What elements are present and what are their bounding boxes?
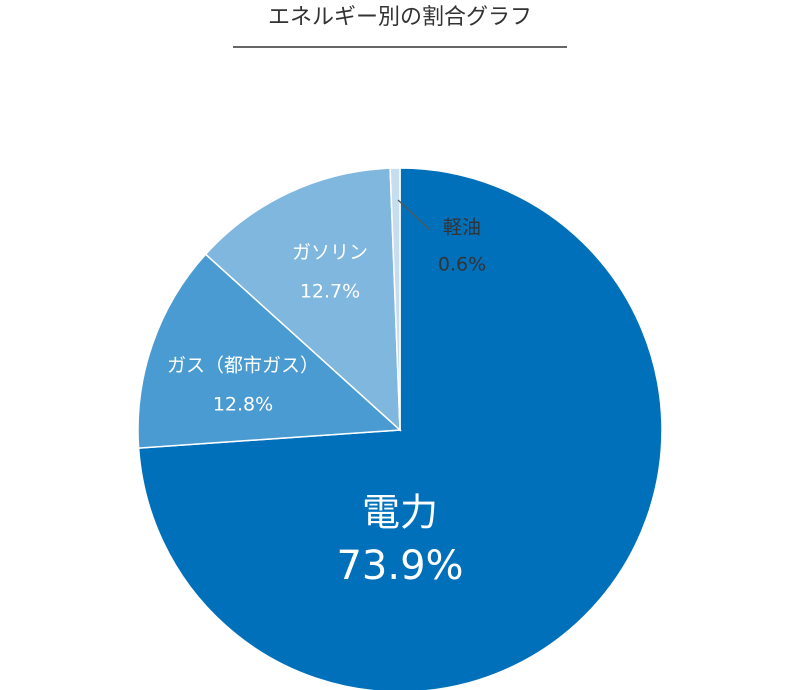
pie-slice — [137, 253, 402, 449]
chart-title: エネルギー別の割合グラフ — [268, 5, 532, 30]
leader-line — [397, 199, 431, 231]
pie-slice — [389, 167, 401, 431]
value-label: 12.7% — [300, 281, 360, 303]
value-label: 0.6% — [438, 254, 486, 276]
value-label: 12.8% — [213, 394, 273, 416]
pie — [137, 167, 663, 690]
slice-label: 電力 — [362, 491, 438, 535]
slice-label: 軽油 — [443, 217, 481, 239]
value-label: 73.9% — [336, 543, 463, 589]
pie-slice — [204, 167, 401, 432]
slice-label: ガソリン — [292, 242, 368, 264]
slice-label: ガス（都市ガス） — [167, 355, 319, 377]
